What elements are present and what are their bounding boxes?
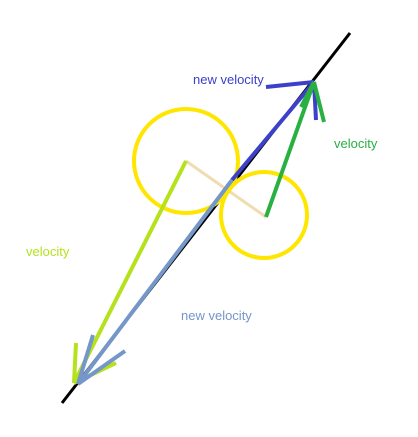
ball-1 (132, 107, 240, 215)
new-velocity-arrow-down (76, 178, 234, 386)
top-new-velocity-label: new velocity (193, 72, 264, 87)
new-velocity-arrow-up (230, 80, 318, 182)
left-velocity-label: velocity (26, 244, 70, 259)
right-velocity-label: velocity (334, 136, 378, 151)
velocity-arrow-green (264, 81, 326, 218)
bottom-new-velocity-label: new velocity (181, 308, 252, 323)
velocity-arrow-lime (72, 160, 188, 385)
ball-2 (219, 170, 309, 260)
